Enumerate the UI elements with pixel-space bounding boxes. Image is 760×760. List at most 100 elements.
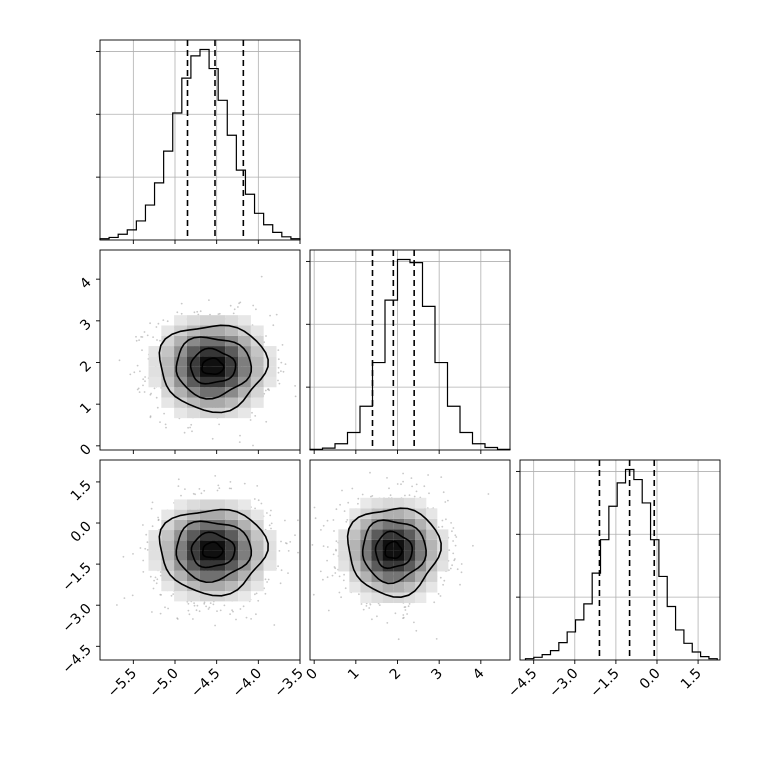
sample-point xyxy=(180,494,182,497)
sample-point xyxy=(433,601,436,604)
sample-point xyxy=(116,604,118,606)
sample-point xyxy=(155,582,158,585)
sample-point xyxy=(187,602,190,605)
density-cell xyxy=(437,529,449,540)
density-cell xyxy=(360,581,372,593)
contour-line xyxy=(158,324,269,414)
density-cell xyxy=(212,519,226,531)
sample-point xyxy=(150,507,153,510)
sample-point xyxy=(192,492,195,495)
sample-point xyxy=(284,519,286,522)
density-cell xyxy=(238,366,251,377)
sample-point xyxy=(311,544,314,546)
sample-point xyxy=(139,370,141,373)
panel-background xyxy=(100,40,300,240)
sample-point xyxy=(389,494,392,497)
sample-point xyxy=(146,334,149,337)
density-cell xyxy=(148,540,162,551)
sample-point xyxy=(237,306,239,308)
sample-point xyxy=(153,579,156,582)
sample-point xyxy=(357,502,359,505)
sample-point xyxy=(200,492,203,495)
density-cell xyxy=(250,325,264,336)
density-cell xyxy=(225,315,239,326)
density-cell xyxy=(161,550,175,561)
density-cell xyxy=(338,529,350,540)
density-cell xyxy=(263,560,277,571)
sample-point xyxy=(265,420,268,423)
density-cell xyxy=(426,508,438,519)
density-cell xyxy=(199,560,213,571)
sample-point xyxy=(142,571,145,573)
density-cell xyxy=(148,376,162,388)
density-cell xyxy=(174,315,187,326)
density-cell xyxy=(415,571,427,582)
sample-point xyxy=(280,569,283,572)
axes-frame xyxy=(309,249,511,451)
density-cell xyxy=(349,581,361,593)
sample-point xyxy=(229,613,232,615)
sample-point xyxy=(235,618,237,621)
density-cell xyxy=(349,571,361,582)
sample-point xyxy=(144,376,147,378)
sample-point xyxy=(157,322,160,325)
density-cell xyxy=(371,508,383,519)
density-cell xyxy=(161,376,175,388)
density-cell xyxy=(174,407,187,419)
density-cell xyxy=(148,550,162,561)
sample-point xyxy=(445,518,447,521)
density-cell xyxy=(161,325,175,336)
sample-point xyxy=(279,582,282,585)
y-tick-label: −1.5 xyxy=(59,560,94,595)
sample-point xyxy=(284,542,287,544)
density-cell xyxy=(186,325,200,336)
density-cell xyxy=(238,335,251,347)
sample-point xyxy=(362,608,365,611)
density-cell xyxy=(360,571,372,582)
density-cell xyxy=(349,550,361,561)
density-cell xyxy=(161,540,175,551)
density-cell xyxy=(174,335,187,347)
sample-point xyxy=(284,363,287,365)
sample-point xyxy=(370,495,372,498)
sample-point xyxy=(239,301,242,304)
sample-point xyxy=(369,603,372,606)
sample-point xyxy=(143,391,146,393)
sample-point xyxy=(151,525,154,528)
sample-point xyxy=(193,311,196,314)
sample-point xyxy=(228,487,231,490)
sample-point xyxy=(277,379,279,382)
density-cell xyxy=(250,509,264,520)
sample-point xyxy=(203,602,206,605)
density-cell xyxy=(225,346,239,357)
sample-point xyxy=(326,546,329,548)
sample-point xyxy=(230,487,233,490)
sample-point xyxy=(327,609,330,612)
density-cell xyxy=(371,560,383,572)
density-cell xyxy=(349,560,361,572)
x-tick-label: −4.0 xyxy=(230,666,265,701)
density-cell xyxy=(161,346,175,357)
sample-point xyxy=(347,501,350,504)
density-cell xyxy=(225,397,239,408)
density-cell xyxy=(371,592,383,604)
sample-point xyxy=(238,441,241,443)
density-cell xyxy=(174,519,187,531)
density-cell xyxy=(174,570,187,581)
density-cell xyxy=(404,571,416,582)
density-cell xyxy=(199,397,213,408)
sample-point xyxy=(344,587,347,590)
sample-point xyxy=(149,416,152,419)
sample-point xyxy=(212,603,215,606)
density-cell xyxy=(225,376,239,388)
sample-point xyxy=(123,597,126,599)
sample-point xyxy=(456,568,459,571)
density-cell xyxy=(338,539,350,551)
density-cell xyxy=(238,315,251,326)
sample-point xyxy=(255,592,258,595)
sample-point xyxy=(218,312,221,315)
density-cell xyxy=(404,550,416,561)
sample-point xyxy=(320,529,322,531)
sample-point xyxy=(334,572,337,574)
sample-point xyxy=(176,617,179,620)
